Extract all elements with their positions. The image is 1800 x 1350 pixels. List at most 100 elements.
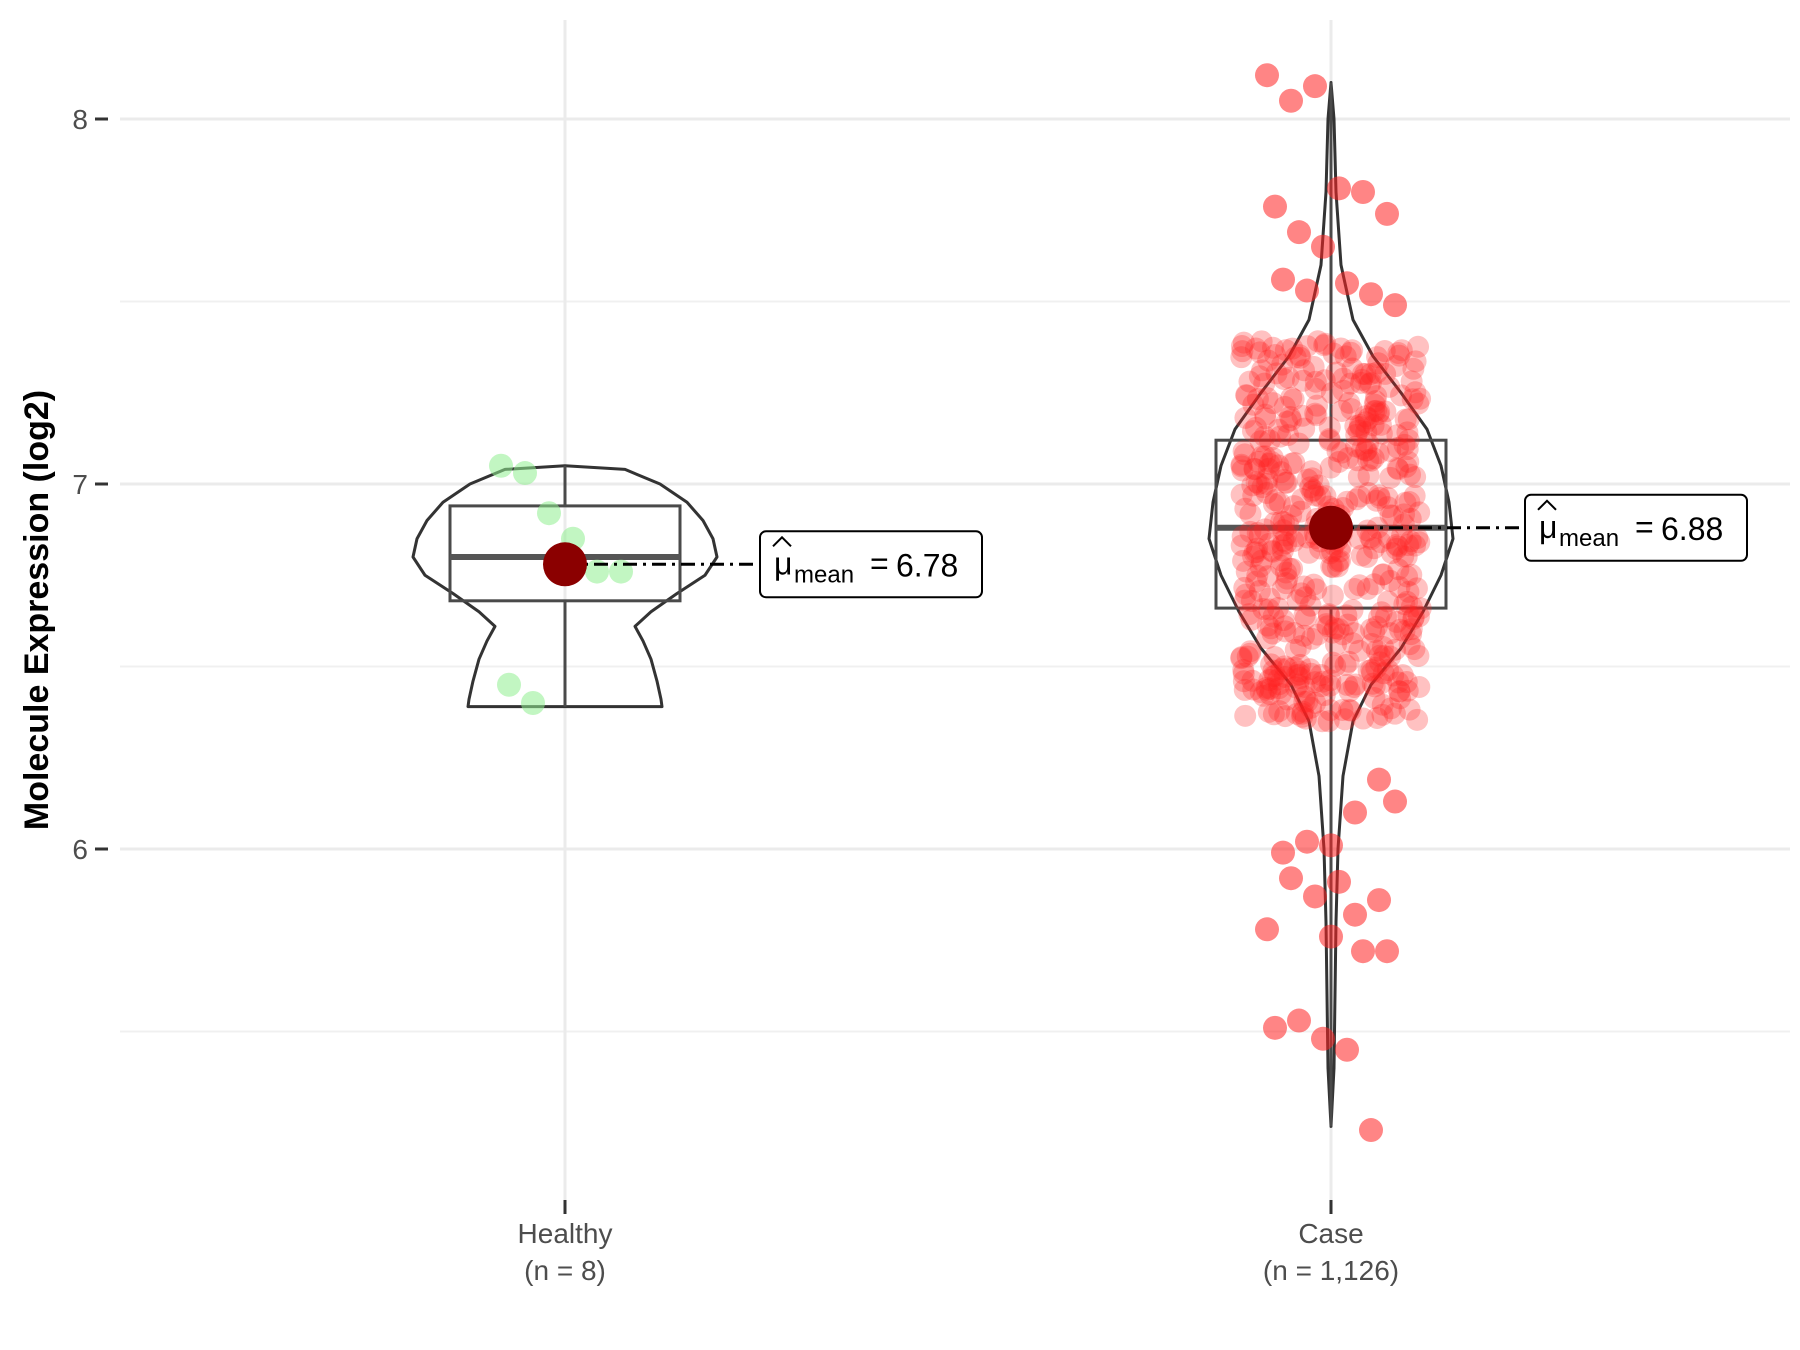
data-point	[1386, 457, 1409, 480]
data-point	[1285, 702, 1308, 725]
data-point	[1330, 399, 1353, 422]
data-point	[1240, 608, 1263, 631]
data-point	[1262, 493, 1285, 516]
data-point	[1258, 668, 1281, 691]
data-point	[1398, 633, 1421, 656]
data-point	[1375, 201, 1399, 226]
data-point	[1239, 642, 1262, 665]
data-point	[1390, 384, 1413, 407]
data-point	[1321, 621, 1344, 644]
data-point	[1275, 532, 1298, 555]
data-points	[489, 63, 1432, 1143]
data-point	[1264, 664, 1287, 687]
data-point	[1367, 442, 1390, 465]
data-point	[1385, 537, 1408, 560]
data-point	[1251, 476, 1274, 499]
data-point	[1299, 594, 1322, 617]
data-point	[1389, 618, 1412, 641]
data-point	[1354, 363, 1377, 386]
data-point	[1347, 466, 1370, 489]
data-point	[1327, 869, 1351, 894]
data-point	[1289, 653, 1312, 676]
data-point	[1262, 703, 1285, 726]
data-point	[1365, 385, 1388, 408]
data-point	[1249, 681, 1272, 704]
data-point	[1390, 339, 1413, 362]
data-point	[1258, 429, 1281, 452]
data-point	[1256, 627, 1279, 650]
data-point	[1254, 445, 1277, 468]
data-point	[1388, 680, 1411, 703]
data-point	[1379, 439, 1402, 462]
data-point	[1396, 590, 1419, 613]
data-point	[1374, 400, 1397, 423]
data-point	[1358, 372, 1381, 395]
data-point	[1232, 662, 1255, 685]
data-point	[1324, 654, 1347, 677]
data-point	[1403, 484, 1426, 507]
data-point	[1261, 336, 1284, 359]
data-point	[1314, 332, 1337, 355]
data-point	[1341, 599, 1364, 622]
data-point	[1409, 387, 1432, 410]
data-point	[1242, 393, 1265, 416]
data-point	[1279, 866, 1303, 891]
data-point	[1345, 423, 1368, 446]
data-point	[1238, 370, 1261, 393]
data-point	[1359, 282, 1383, 307]
data-point	[1359, 362, 1382, 385]
data-point	[1329, 337, 1352, 360]
axes: 6 7 8 Healthy (n = 8) Case (n = 1,126)	[72, 104, 1399, 1286]
data-point	[1232, 549, 1255, 572]
data-point	[1351, 939, 1375, 964]
data-point	[1276, 657, 1299, 680]
data-point	[1329, 549, 1352, 572]
data-point	[1336, 613, 1359, 636]
data-point	[1337, 447, 1360, 470]
data-point	[1271, 267, 1295, 292]
data-point	[1278, 557, 1301, 580]
data-point	[1254, 403, 1277, 426]
data-point	[1248, 524, 1271, 547]
data-point	[1248, 341, 1271, 364]
data-point	[1230, 455, 1253, 478]
data-point	[1242, 545, 1265, 568]
x-tick-count-label: (n = 1,126)	[1263, 1255, 1399, 1286]
data-point	[1296, 468, 1319, 491]
data-point	[1299, 476, 1322, 499]
data-point	[1339, 341, 1362, 364]
data-point	[1300, 460, 1323, 483]
data-point	[1264, 489, 1287, 512]
data-point	[1351, 180, 1375, 204]
data-point	[1404, 350, 1427, 373]
data-point	[1407, 392, 1430, 415]
data-point	[1258, 532, 1281, 555]
data-point	[1363, 573, 1386, 596]
data-point	[1339, 372, 1362, 395]
data-point	[1387, 458, 1410, 481]
data-point	[1291, 700, 1314, 723]
data-point	[1273, 615, 1296, 638]
data-point	[1272, 468, 1295, 491]
data-point	[1366, 346, 1389, 369]
data-point	[1407, 335, 1430, 358]
data-point	[1374, 605, 1397, 628]
data-point	[1281, 557, 1304, 580]
data-point	[1388, 680, 1411, 703]
data-point	[1361, 633, 1384, 656]
data-point	[1402, 357, 1425, 380]
data-point	[1354, 405, 1377, 428]
data-point	[1250, 445, 1273, 468]
data-point	[537, 501, 561, 526]
data-point	[1280, 386, 1303, 409]
data-point	[1268, 492, 1291, 515]
data-point	[1363, 621, 1386, 644]
grid-lines	[120, 20, 1790, 1200]
data-point	[1260, 653, 1283, 676]
data-point	[1366, 516, 1389, 539]
data-point	[1258, 452, 1281, 475]
data-point	[1230, 483, 1253, 506]
data-point	[1311, 710, 1334, 733]
data-point	[1233, 589, 1256, 612]
